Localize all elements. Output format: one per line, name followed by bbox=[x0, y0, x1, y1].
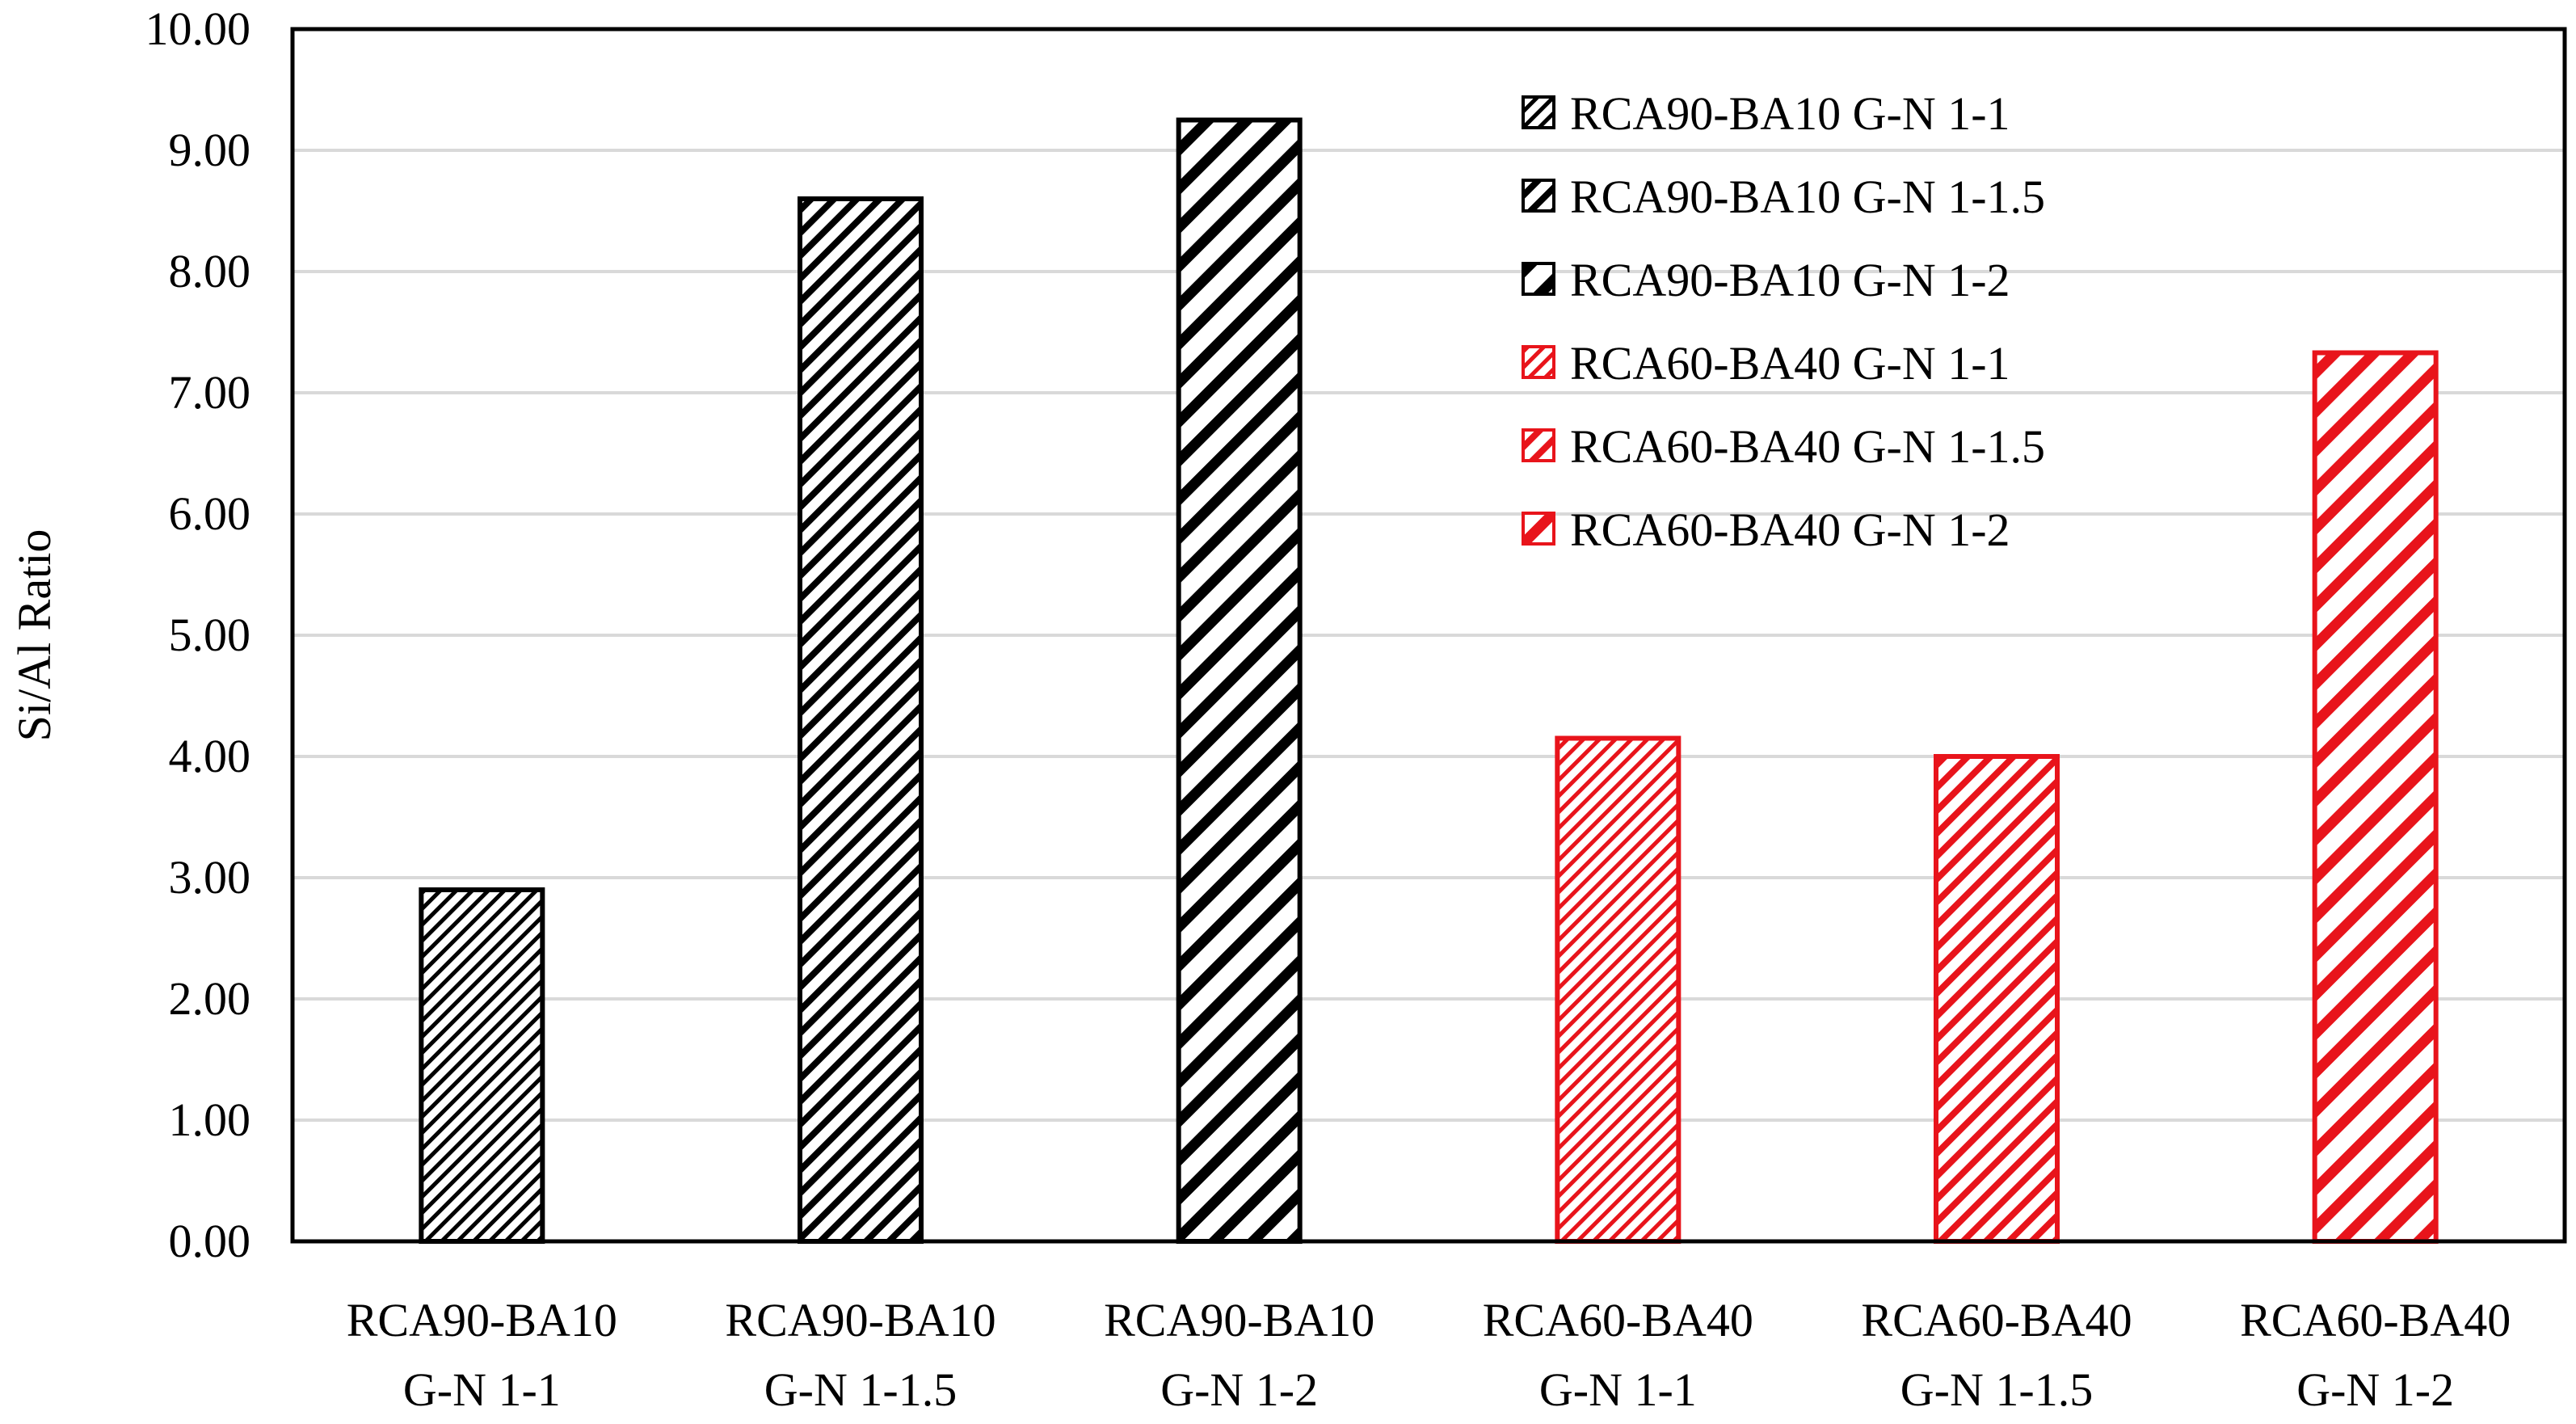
x-tick-labels: RCA90-BA10 G-N 1-1 RCA90-BA10 G-N 1-1.5 RCA9… bbox=[347, 1294, 2511, 1416]
y-tick-label: 10.00 bbox=[145, 2, 251, 55]
legend: RCA90-BA10 G-N 1-1 RCA90-BA10 G-N 1-1.5 RC… bbox=[1522, 87, 2045, 556]
y-tick-label: 1.00 bbox=[169, 1093, 251, 1146]
legend-label: RCA90-BA10 G-N 1-2 bbox=[1570, 254, 2010, 306]
x-tick-label: G-N 1-1 bbox=[403, 1363, 561, 1416]
x-tick-label: RCA90-BA10 bbox=[347, 1294, 617, 1346]
plot-frame bbox=[290, 27, 2567, 1244]
x-tick-label: RCA60-BA40 bbox=[1483, 1294, 1753, 1346]
x-tick-label: RCA90-BA10 bbox=[1104, 1294, 1374, 1346]
y-tick-label: 2.00 bbox=[169, 972, 251, 1025]
legend-swatch bbox=[1522, 428, 1555, 462]
x-tick-label: G-N 1-2 bbox=[1160, 1363, 1318, 1416]
x-tick-label: RCA60-BA40 bbox=[2240, 1294, 2511, 1346]
y-tick-label: 4.00 bbox=[169, 730, 251, 782]
bar bbox=[1176, 117, 1303, 1244]
x-tick-label: G-N 1-2 bbox=[2296, 1363, 2454, 1416]
legend-label: RCA90-BA10 G-N 1-1.5 bbox=[1570, 171, 2045, 223]
bar bbox=[2312, 350, 2439, 1244]
x-tick-label: RCA90-BA10 bbox=[725, 1294, 995, 1346]
legend-swatch bbox=[1522, 95, 1555, 129]
legend-swatch bbox=[1522, 512, 1555, 546]
legend-label: RCA60-BA40 G-N 1-1 bbox=[1570, 337, 2010, 390]
legend-label: RCA60-BA40 G-N 1-1.5 bbox=[1570, 420, 2045, 473]
y-tick-label: 0.00 bbox=[169, 1215, 251, 1267]
x-tick-label: G-N 1-1 bbox=[1539, 1363, 1697, 1416]
y-tick-label: 3.00 bbox=[169, 851, 251, 904]
bars bbox=[419, 117, 2439, 1244]
bar bbox=[798, 196, 924, 1244]
x-tick-label: G-N 1-1.5 bbox=[1900, 1363, 2093, 1416]
gridlines bbox=[293, 149, 2565, 1122]
legend-label: RCA90-BA10 G-N 1-1 bbox=[1570, 87, 2010, 140]
y-axis-label: Si/Al Ratio bbox=[8, 529, 61, 742]
bar bbox=[1934, 754, 2060, 1244]
y-tick-label: 6.00 bbox=[169, 487, 251, 540]
legend-label: RCA60-BA40 G-N 1-2 bbox=[1570, 503, 2010, 556]
bar bbox=[1555, 735, 1682, 1244]
y-tick-label: 8.00 bbox=[169, 245, 251, 297]
legend-swatch bbox=[1522, 345, 1555, 379]
y-tick-labels: 0.00 1.00 2.00 3.00 4.00 5.00 6.00 7.00 8.00 9.00… bbox=[145, 2, 251, 1267]
axes bbox=[290, 27, 2567, 1244]
bar bbox=[419, 887, 545, 1244]
y-tick-label: 5.00 bbox=[169, 609, 251, 661]
y-tick-label: 7.00 bbox=[169, 366, 251, 419]
x-tick-label: G-N 1-1.5 bbox=[764, 1363, 957, 1416]
legend-swatch bbox=[1522, 179, 1555, 213]
legend-swatch bbox=[1522, 262, 1555, 296]
x-tick-label: RCA60-BA40 bbox=[1861, 1294, 2132, 1346]
y-tick-label: 9.00 bbox=[169, 124, 251, 176]
